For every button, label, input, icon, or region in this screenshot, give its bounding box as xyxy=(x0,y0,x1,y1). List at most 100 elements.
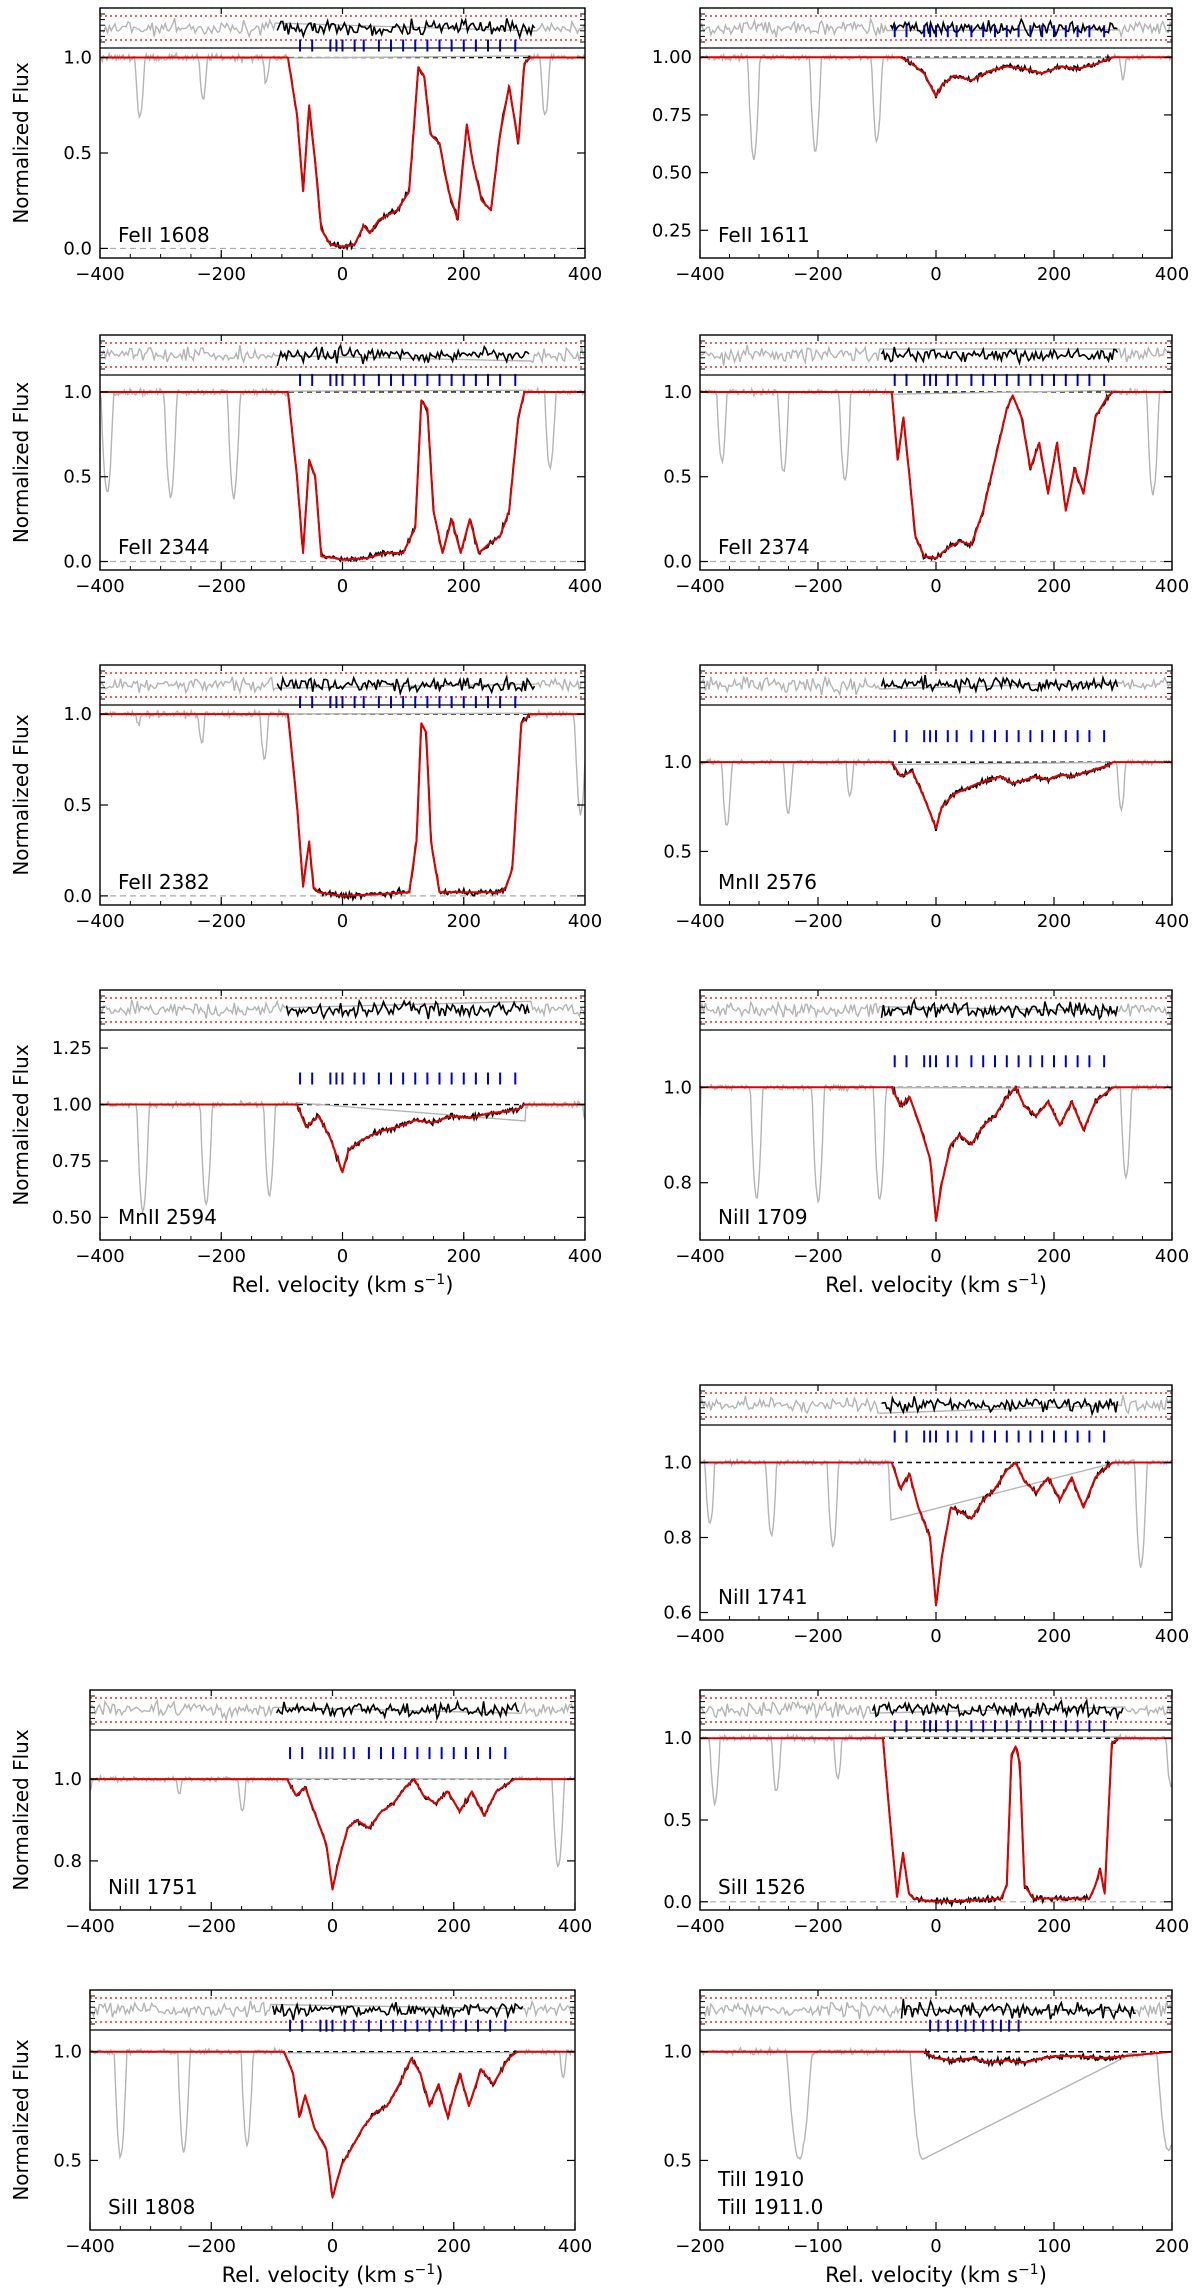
ion-label: NiII 1709 xyxy=(718,1205,808,1229)
x-axis-title-close: ) xyxy=(435,2263,443,2287)
y-tick-label: 1.0 xyxy=(63,382,92,403)
residual-data xyxy=(276,16,536,40)
residual-data xyxy=(880,674,1119,695)
y-tick-label: 1.25 xyxy=(52,1038,92,1059)
ion-label: FeII 2344 xyxy=(118,535,210,559)
plot-area xyxy=(700,672,1172,832)
y-tick-label: 1.0 xyxy=(663,2042,692,2063)
model-fit-line xyxy=(100,1103,585,1174)
x-tick-label: 0 xyxy=(327,2236,338,2257)
panel-mnii-2594: −400 −200 0 200 400 0.50 0.75 1.00 1.25 MnII 2594… xyxy=(9,989,602,1297)
model-fit-line xyxy=(100,56,585,248)
plot-area xyxy=(100,672,585,902)
spectrum-excluded xyxy=(700,1083,1172,1205)
model-fit-line xyxy=(700,56,1172,98)
x-tick-label: −400 xyxy=(65,2236,114,2257)
residual-data xyxy=(285,998,530,1021)
x-axis-title-close: ) xyxy=(445,1273,453,1297)
x-axis-title-close: ) xyxy=(1039,1273,1047,1297)
panel-siii-1526: −400 −200 0 200 400 0.0 0.5 1.0 SiII 1526 xyxy=(663,1689,1189,1937)
panel-mnii-2576: −400 −200 0 200 400 0.5 1.0 MnII 2576 xyxy=(663,664,1189,932)
model-fit-line xyxy=(700,761,1172,830)
x-tick-label: −200 xyxy=(793,911,842,932)
x-tick-label: 0 xyxy=(337,1246,348,1267)
panel-feii-1608: −400 −200 0 200 400 0.0 0.5 1.0 FeII 1608 Normali… xyxy=(9,7,602,285)
spectrum-data xyxy=(891,1459,1114,1607)
y-tick-label: 1.0 xyxy=(63,704,92,725)
panel-niii-1709: −400 −200 0 200 400 0.8 1.0 NiII 1709 Rel. veloc… xyxy=(663,989,1189,1297)
x-axis-title-close: ) xyxy=(1039,2263,1047,2287)
x-tick-label: 0 xyxy=(930,911,941,932)
panel-frame xyxy=(99,989,586,1241)
x-tick-label: −200 xyxy=(793,1626,842,1647)
x-tick-label: −400 xyxy=(65,1916,114,1937)
y-tick-label: 1.0 xyxy=(663,1728,692,1749)
x-tick-label: −400 xyxy=(75,911,124,932)
y-tick-label: 0.50 xyxy=(652,163,692,184)
residual-excluded xyxy=(700,1700,1172,1720)
spectrum-excluded xyxy=(100,708,585,816)
x-tick-label: −200 xyxy=(197,911,246,932)
x-tick-label: 200 xyxy=(437,2236,471,2257)
y-axis-title: Normalized Flux xyxy=(9,1044,33,1206)
ion-label-2: TiII 1911.0 xyxy=(717,2195,823,2219)
x-tick-label: 400 xyxy=(1155,264,1189,285)
model-fit-line xyxy=(700,1737,1172,1903)
ion-label: TiII 1910 xyxy=(717,2167,804,2191)
model-fit-line xyxy=(700,2050,1172,2064)
residual-data xyxy=(900,1998,1136,2021)
ion-label: MnII 2594 xyxy=(118,1205,217,1229)
spectrum-excluded xyxy=(100,51,585,120)
y-tick-label: 0.5 xyxy=(663,1810,692,1831)
x-axis-title: Rel. velocity (km s−1) xyxy=(825,1272,1047,1297)
x-tick-label: −400 xyxy=(75,264,124,285)
x-tick-label: −200 xyxy=(187,1916,236,1937)
spectrum-excluded xyxy=(90,2045,575,2160)
ion-label: SiII 1808 xyxy=(108,2195,195,2219)
y-tick-label: 0.5 xyxy=(63,467,92,488)
ion-label: FeII 1608 xyxy=(118,223,210,247)
plot-area xyxy=(700,997,1172,1222)
x-tick-label: −200 xyxy=(793,1246,842,1267)
residual-data xyxy=(889,17,1118,38)
model-fit-line xyxy=(700,1461,1172,1606)
x-tick-label: −400 xyxy=(675,1246,724,1267)
x-tick-label: −100 xyxy=(793,2236,842,2257)
x-tick-label: 0 xyxy=(930,576,941,597)
x-tick-label: 400 xyxy=(568,1246,602,1267)
x-tick-label: 0 xyxy=(930,1916,941,1937)
spectrum-data xyxy=(891,761,1113,832)
y-tick-label: 1.00 xyxy=(652,47,692,68)
model-fit-line xyxy=(100,713,585,897)
y-axis-title: Normalized Flux xyxy=(9,1729,33,1891)
x-axis-title-exponent: −1 xyxy=(1018,1272,1039,1288)
y-tick-label: 0.8 xyxy=(53,1851,82,1872)
x-tick-label: 200 xyxy=(447,576,481,597)
panel-frame xyxy=(699,1989,1173,2231)
residual-excluded xyxy=(100,999,585,1019)
x-tick-label: 200 xyxy=(1037,911,1071,932)
model-fit-line xyxy=(700,1086,1172,1222)
panel-frame xyxy=(699,7,1173,259)
spectrum-data xyxy=(287,712,531,902)
x-tick-label: −400 xyxy=(675,264,724,285)
spectrum-excluded xyxy=(700,52,1172,161)
x-tick-label: 0 xyxy=(930,1626,941,1647)
x-tick-label: −400 xyxy=(75,576,124,597)
y-tick-label: 0.5 xyxy=(663,841,692,862)
x-tick-label: −200 xyxy=(197,576,246,597)
y-tick-label: 0.25 xyxy=(652,220,692,241)
y-tick-label: 1.0 xyxy=(63,48,92,69)
y-tick-label: 1.00 xyxy=(52,1095,92,1116)
spectrum-data xyxy=(891,390,1114,562)
residual-excluded xyxy=(700,16,1172,39)
panel-siii-1808: −400 −200 0 200 400 0.5 1.0 SiII 1808 Normalized… xyxy=(9,1989,592,2287)
y-tick-label: 0.5 xyxy=(663,467,692,488)
x-tick-label: 200 xyxy=(447,264,481,285)
y-tick-label: 0.75 xyxy=(652,105,692,126)
x-tick-label: 0 xyxy=(930,264,941,285)
spectrum-excluded xyxy=(700,1732,1172,1808)
y-tick-label: 1.0 xyxy=(663,752,692,773)
x-tick-label: 0 xyxy=(337,576,348,597)
x-tick-label: 400 xyxy=(1155,1626,1189,1647)
